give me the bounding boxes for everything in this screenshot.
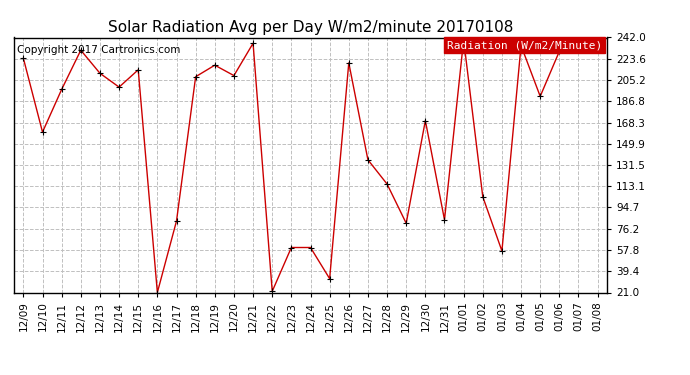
Title: Solar Radiation Avg per Day W/m2/minute 20170108: Solar Radiation Avg per Day W/m2/minute … — [108, 20, 513, 35]
Text: Radiation (W/m2/Minute): Radiation (W/m2/Minute) — [447, 40, 602, 50]
Text: Copyright 2017 Cartronics.com: Copyright 2017 Cartronics.com — [17, 45, 180, 55]
